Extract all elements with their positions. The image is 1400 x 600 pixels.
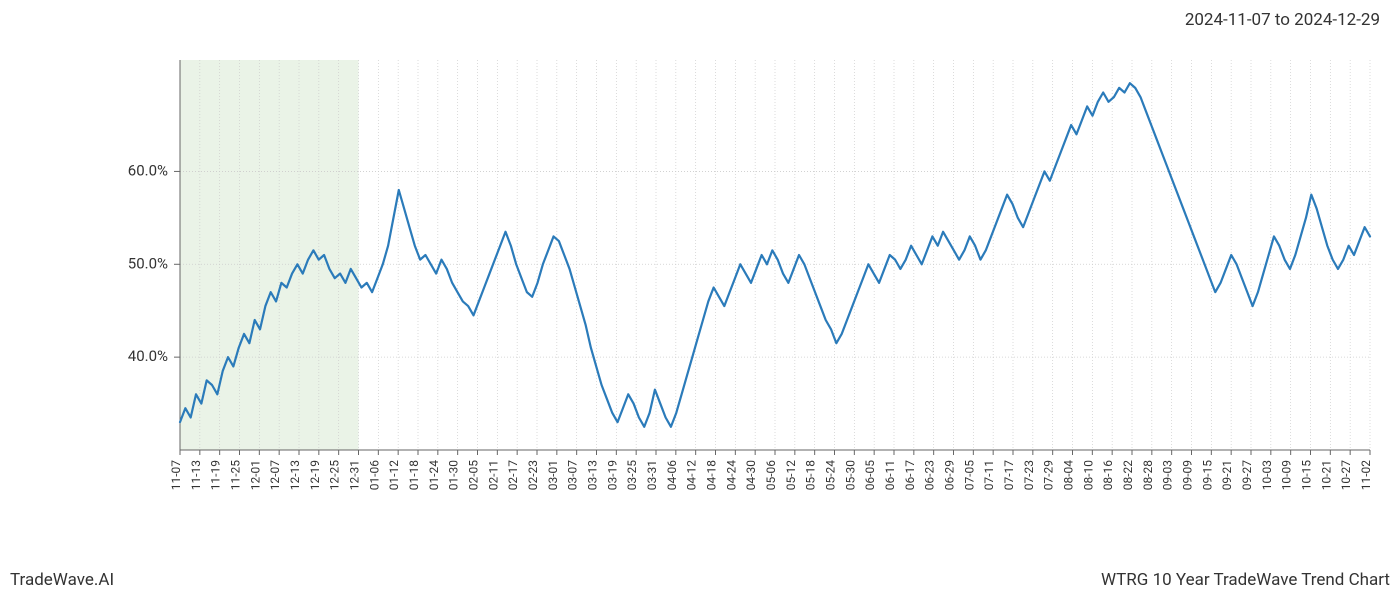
svg-text:10-15: 10-15 <box>1300 460 1314 491</box>
svg-text:03-01: 03-01 <box>546 460 560 490</box>
svg-text:03-19: 03-19 <box>605 460 619 490</box>
svg-text:09-15: 09-15 <box>1200 460 1214 491</box>
svg-text:11-07: 11-07 <box>169 460 183 491</box>
svg-text:06-29: 06-29 <box>943 460 957 490</box>
svg-text:07-11: 07-11 <box>982 460 996 490</box>
svg-text:05-24: 05-24 <box>824 460 838 491</box>
svg-text:09-21: 09-21 <box>1220 460 1234 490</box>
svg-text:01-12: 01-12 <box>387 460 401 491</box>
svg-text:02-11: 02-11 <box>486 460 500 490</box>
svg-text:03-13: 03-13 <box>586 460 600 490</box>
svg-text:12-19: 12-19 <box>308 460 322 490</box>
svg-text:40.0%: 40.0% <box>128 347 168 365</box>
svg-text:08-22: 08-22 <box>1121 460 1135 491</box>
svg-text:01-06: 01-06 <box>367 460 381 491</box>
svg-text:11-25: 11-25 <box>229 460 243 491</box>
svg-text:08-16: 08-16 <box>1101 460 1115 491</box>
svg-text:01-18: 01-18 <box>407 460 421 491</box>
svg-text:04-24: 04-24 <box>724 460 738 491</box>
svg-text:10-27: 10-27 <box>1339 460 1353 491</box>
svg-text:05-30: 05-30 <box>843 460 857 491</box>
svg-text:60.0%: 60.0% <box>128 161 168 179</box>
svg-text:03-31: 03-31 <box>645 460 659 490</box>
svg-text:02-17: 02-17 <box>506 460 520 491</box>
svg-text:10-09: 10-09 <box>1280 460 1294 490</box>
svg-text:12-13: 12-13 <box>288 460 302 490</box>
svg-text:02-05: 02-05 <box>467 460 481 491</box>
svg-text:11-02: 11-02 <box>1359 460 1373 491</box>
svg-text:07-23: 07-23 <box>1022 460 1036 490</box>
svg-text:06-11: 06-11 <box>883 460 897 490</box>
svg-text:06-17: 06-17 <box>903 460 917 491</box>
svg-text:07-05: 07-05 <box>962 460 976 491</box>
svg-text:04-06: 04-06 <box>665 460 679 491</box>
svg-text:01-30: 01-30 <box>447 460 461 491</box>
svg-text:10-03: 10-03 <box>1260 460 1274 490</box>
svg-text:06-05: 06-05 <box>863 460 877 491</box>
svg-text:03-07: 03-07 <box>566 460 580 491</box>
svg-text:05-06: 05-06 <box>764 460 778 491</box>
svg-text:08-10: 08-10 <box>1081 460 1095 491</box>
chart-container: 40.0% 50.0% 60.0% 11-07 11-13 11-19 11-25 12-01… <box>0 50 1400 550</box>
svg-text:04-30: 04-30 <box>744 460 758 491</box>
svg-text:08-04: 08-04 <box>1062 460 1076 491</box>
svg-text:01-24: 01-24 <box>427 460 441 491</box>
svg-text:09-09: 09-09 <box>1181 460 1195 490</box>
chart-title: WTRG 10 Year TradeWave Trend Chart <box>1101 570 1390 590</box>
svg-text:05-18: 05-18 <box>804 460 818 491</box>
svg-text:02-23: 02-23 <box>526 460 540 490</box>
svg-text:07-29: 07-29 <box>1042 460 1056 490</box>
svg-text:11-13: 11-13 <box>189 460 203 490</box>
svg-text:12-31: 12-31 <box>348 460 362 490</box>
svg-text:12-07: 12-07 <box>268 460 282 491</box>
svg-text:07-17: 07-17 <box>1002 460 1016 491</box>
svg-text:04-12: 04-12 <box>685 460 699 491</box>
svg-text:03-25: 03-25 <box>625 460 639 491</box>
svg-text:12-25: 12-25 <box>328 460 342 491</box>
date-range-label: 2024-11-07 to 2024-12-29 <box>1185 10 1380 30</box>
svg-text:04-18: 04-18 <box>705 460 719 491</box>
brand-label: TradeWave.AI <box>10 570 114 590</box>
svg-text:12-01: 12-01 <box>248 460 262 490</box>
svg-text:05-12: 05-12 <box>784 460 798 491</box>
svg-text:06-23: 06-23 <box>923 460 937 490</box>
line-chart: 40.0% 50.0% 60.0% 11-07 11-13 11-19 11-25 12-01… <box>0 50 1400 550</box>
svg-text:11-19: 11-19 <box>209 460 223 490</box>
svg-text:50.0%: 50.0% <box>128 254 168 272</box>
svg-text:09-03: 09-03 <box>1161 460 1175 490</box>
svg-text:10-21: 10-21 <box>1319 460 1333 490</box>
svg-text:08-28: 08-28 <box>1141 460 1155 491</box>
svg-text:09-27: 09-27 <box>1240 460 1254 491</box>
